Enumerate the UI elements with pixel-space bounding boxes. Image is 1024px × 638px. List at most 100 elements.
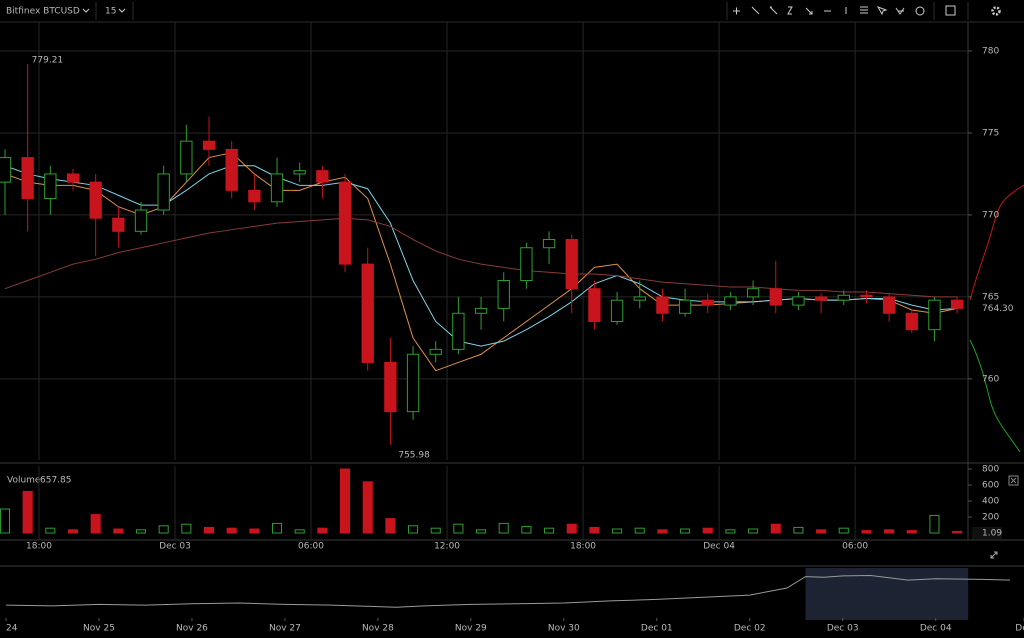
channel-tool[interactable] [860, 6, 868, 14]
volume-bar [589, 526, 600, 534]
y-tick-label: 600 [982, 481, 999, 491]
volume-bar [566, 523, 577, 534]
volume-bar [952, 530, 963, 534]
ray-tool[interactable] [769, 6, 778, 15]
volume-bar [294, 529, 305, 534]
interval[interactable]: 15 [105, 7, 116, 17]
x-tick-label: Nov 29 [455, 624, 487, 634]
toolbar: Bitfinex BTCUSD 15 [0, 2, 1024, 23]
pointer-tool[interactable] [876, 6, 888, 16]
volume-bar [385, 518, 396, 534]
candle-body [316, 170, 329, 183]
candle-body [112, 217, 125, 232]
candle-body [270, 173, 284, 203]
x-tick-label: 06:00 [298, 542, 324, 552]
expand-navigator[interactable] [990, 551, 998, 559]
y-tick-label: 770 [982, 210, 999, 220]
x-tick-label: 18:00 [26, 542, 52, 552]
volume-bar [612, 528, 623, 534]
x-tick-label: 24 [6, 624, 18, 634]
volume-bar [702, 527, 713, 534]
candle-body [656, 296, 669, 314]
volume-bar [793, 526, 804, 534]
navigator-selection [805, 568, 969, 620]
volume-bar [90, 514, 101, 534]
candle-body [610, 299, 624, 322]
symbol[interactable]: Bitfinex BTCUSD [6, 7, 80, 17]
settings-gear[interactable] [991, 6, 1001, 16]
candle-body [678, 299, 692, 314]
crosshair-tool[interactable] [733, 7, 740, 15]
volume-bar [929, 514, 940, 534]
candle-body [814, 296, 828, 301]
volume-last: 1.09 [982, 529, 1002, 539]
volume-bar [521, 526, 532, 534]
volume-bar [22, 490, 33, 534]
volume-bar [453, 523, 464, 534]
candle-body [134, 209, 148, 232]
arrow-tool[interactable] [805, 7, 813, 15]
volume-bar [544, 527, 555, 534]
x-tick-label: Dec 04 [920, 624, 952, 634]
candle-body [157, 173, 170, 211]
volume-bar [362, 481, 373, 534]
volume-bar [0, 508, 11, 534]
circle-tool[interactable] [915, 6, 925, 16]
volume-bar [181, 523, 192, 534]
volume-bar [816, 529, 827, 534]
volume-bar [67, 529, 79, 534]
candle-body [248, 189, 261, 203]
candle-body [89, 181, 102, 219]
candle-body [202, 140, 216, 150]
pitchfork-tool[interactable] [895, 7, 905, 15]
candle-body [746, 288, 760, 298]
candle-body [21, 157, 34, 200]
x-tick-label: Dec 04 [703, 542, 735, 552]
volume-bar [748, 528, 759, 534]
candle-body [724, 296, 737, 306]
interval-dropdown[interactable] [118, 8, 126, 13]
volume-bar [249, 528, 260, 534]
close-pane[interactable] [1008, 475, 1019, 486]
volume-bar [408, 525, 419, 534]
volume-bar [113, 528, 124, 534]
fib-tool[interactable] [787, 6, 793, 15]
volume-bar [725, 529, 736, 534]
volume-bar [226, 527, 237, 534]
volume-bar [861, 530, 872, 534]
y-tick-label: 200 [982, 513, 999, 523]
candle-body [769, 288, 782, 306]
candle-body [406, 353, 420, 413]
symbol-dropdown[interactable] [82, 8, 90, 13]
volume-bar [634, 527, 645, 534]
volume-bar [203, 526, 215, 534]
axis-frame [0, 22, 1024, 567]
candle-body [633, 296, 646, 301]
candle-body [452, 312, 465, 350]
last-price-box [972, 301, 1012, 316]
trendline-tool[interactable] [751, 6, 760, 15]
candle-body [361, 263, 374, 363]
y-tick-label: 775 [982, 128, 999, 138]
candle-body [837, 294, 850, 301]
x-tick-label: Dec 02 [734, 624, 766, 634]
x-tick-label: Nov 28 [362, 624, 394, 634]
indicator-line [4, 217, 958, 298]
volume-bar [906, 530, 917, 534]
close-pane-icon [1010, 477, 1017, 484]
y-tick-label: 780 [982, 47, 999, 57]
candle-body [293, 170, 306, 175]
y-tick-label: 400 [982, 497, 999, 507]
volume-bar [430, 527, 441, 534]
chart-settings[interactable] [945, 5, 956, 16]
x-tick-label: 18:00 [570, 542, 596, 552]
volume-bar [680, 528, 691, 534]
x-tick-label: Dec 03 [827, 624, 859, 634]
candle-body [905, 312, 918, 331]
candle-body [497, 280, 510, 309]
volume-bar [498, 522, 509, 534]
candle-body [588, 288, 601, 322]
candle-body [701, 299, 714, 306]
